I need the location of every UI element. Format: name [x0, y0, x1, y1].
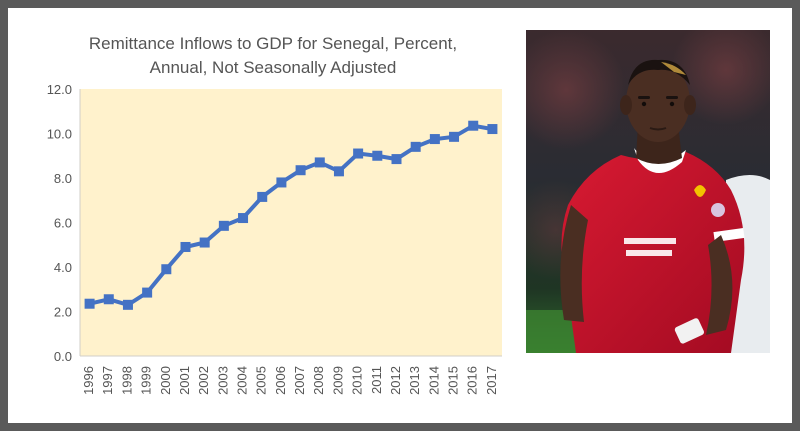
- x-tick-label: 2002: [196, 366, 211, 395]
- chart-title-line-1: Remittance Inflows to GDP for Senegal, P…: [88, 34, 458, 53]
- x-tick-label: 1997: [100, 366, 115, 395]
- data-point-marker: [122, 299, 133, 310]
- x-tick-label: 1996: [81, 366, 96, 395]
- data-point-marker: [391, 154, 402, 165]
- data-point-marker: [238, 213, 249, 224]
- x-tick-label: 2013: [407, 366, 422, 395]
- x-tick-label: 1998: [119, 366, 134, 395]
- x-tick-label: 2005: [254, 366, 269, 395]
- x-tick-label: 2004: [234, 366, 249, 395]
- y-tick-label: 12.0: [47, 82, 72, 97]
- data-point-marker: [295, 165, 306, 176]
- data-point-marker: [333, 166, 344, 177]
- plot-area: [80, 89, 502, 356]
- x-tick-label: 2008: [311, 366, 326, 395]
- y-tick-label: 10.0: [47, 127, 72, 142]
- x-tick-label: 2014: [426, 366, 441, 395]
- data-point-marker: [276, 177, 287, 188]
- line-chart: 0.0 2.0 4.0 6.0 8.0 10.0 12.0 1996 1997 1998 1999 2…: [47, 82, 502, 395]
- x-tick-label: 2000: [158, 366, 173, 395]
- y-tick-label: 2.0: [54, 305, 72, 320]
- x-tick-label: 2010: [350, 366, 365, 395]
- data-point-marker: [257, 191, 268, 202]
- x-tick-label: 1999: [139, 366, 154, 395]
- x-tick-label: 2016: [465, 366, 480, 395]
- x-tick-label: 2011: [369, 366, 384, 394]
- chart-title-line-2: Annual, Not Seasonally Adjusted: [149, 58, 397, 77]
- footballer-photo-icon: [526, 30, 770, 353]
- data-point-marker: [218, 220, 229, 231]
- slide: Remittance Inflows to GDP for Senegal, P…: [8, 8, 792, 423]
- data-point-marker: [199, 237, 210, 248]
- data-point-marker: [103, 294, 114, 305]
- data-point-marker: [84, 298, 95, 309]
- chart-title: Remittance Inflows to GDP for Senegal, P…: [38, 32, 508, 80]
- data-point-marker: [142, 287, 153, 298]
- data-point-marker: [180, 241, 191, 252]
- data-point-marker: [487, 124, 498, 135]
- player-photo: [526, 30, 770, 353]
- data-point-marker: [449, 131, 460, 142]
- data-point-marker: [314, 157, 325, 168]
- x-tick-label: 2012: [388, 366, 403, 395]
- data-point-marker: [161, 264, 172, 275]
- y-tick-label: 8.0: [54, 171, 72, 186]
- data-point-marker: [372, 150, 383, 161]
- x-tick-label: 2015: [445, 366, 460, 395]
- data-point-marker: [429, 134, 440, 145]
- x-tick-label: 2006: [273, 366, 288, 395]
- y-tick-label: 0.0: [54, 349, 72, 364]
- y-tick-label: 4.0: [54, 260, 72, 275]
- x-tick-label: 2007: [292, 366, 307, 395]
- x-tick-label: 2009: [330, 366, 345, 395]
- data-point-marker: [410, 141, 421, 152]
- data-point-marker: [468, 120, 479, 131]
- y-tick-label: 6.0: [54, 216, 72, 231]
- x-tick-label: 2017: [484, 366, 499, 395]
- x-tick-label: 2003: [215, 366, 230, 395]
- data-point-marker: [353, 148, 364, 159]
- x-tick-label: 2001: [177, 366, 192, 395]
- series-line: [89, 123, 493, 307]
